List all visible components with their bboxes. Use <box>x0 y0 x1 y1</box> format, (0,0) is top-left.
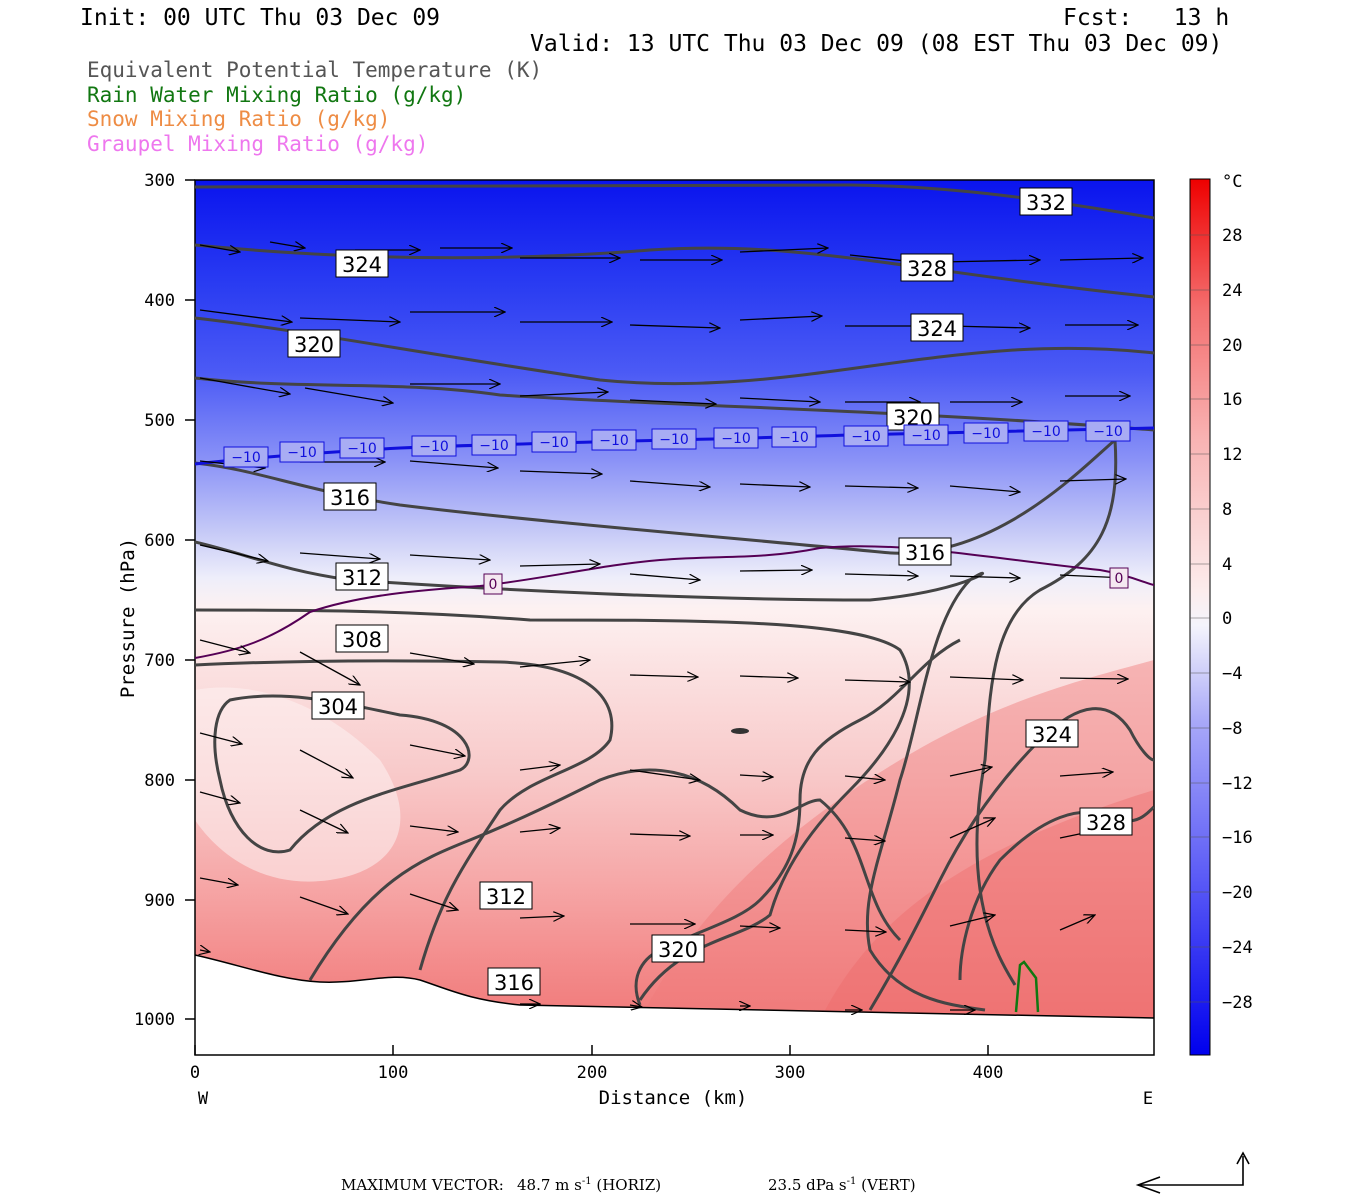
colorbar-label: 28 <box>1222 226 1242 246</box>
isotherm-label: −10 <box>911 428 941 444</box>
colorbar-unit: °C <box>1222 172 1242 192</box>
max-vector-horizontal-value: 48.7 m s <box>517 1176 582 1194</box>
max-vector-vertical-tag: (VERT) <box>856 1176 916 1194</box>
theta-e-label: 320 <box>658 938 698 962</box>
forecast-hour: Fcst: 13 h <box>1063 5 1230 31</box>
isotherm-label: 0 <box>1115 571 1124 587</box>
isotherm-label: −10 <box>599 433 629 449</box>
isotherm-label: 0 <box>489 577 498 593</box>
colorbar-label: −20 <box>1222 883 1253 903</box>
colorbar: °C 28 24 20 16 12 8 4 0 −4 −8 −12 −16 −2… <box>1189 172 1253 1056</box>
theta-e-label: 304 <box>318 695 358 719</box>
theta-e-label: 308 <box>342 628 382 652</box>
colorbar-label: −4 <box>1222 664 1242 684</box>
isotherm-label: −10 <box>851 429 881 445</box>
y-tick-label: 400 <box>144 291 175 311</box>
x-tick-label: 100 <box>378 1063 409 1083</box>
isotherm-label: −10 <box>659 432 689 448</box>
isotherm-label: −10 <box>539 435 569 451</box>
isotherm-label: −10 <box>231 450 261 466</box>
legend-rain-water: Rain Water Mixing Ratio (g/kg) <box>87 83 467 107</box>
max-vector-horizontal: 48.7 m s-1 (HORIZ) <box>517 1176 661 1194</box>
max-vector-horizontal-unit-exp: -1 <box>581 1176 592 1187</box>
x-tick-label: 400 <box>973 1063 1004 1083</box>
y-tick-label: 300 <box>144 171 175 191</box>
max-vector-vertical: 23.5 dPa s-1 (VERT) <box>768 1176 916 1194</box>
terrain-line <box>194 954 1155 1019</box>
isotherm-label: −10 <box>287 445 317 461</box>
isotherm-label: −10 <box>971 426 1001 442</box>
legend-snow: Snow Mixing Ratio (g/kg) <box>87 107 391 131</box>
theta-e-label: 328 <box>907 257 947 281</box>
colorbar-label: 20 <box>1222 336 1242 356</box>
x-end-label-east: E <box>1143 1089 1153 1109</box>
theta-e-label: 316 <box>905 541 945 565</box>
theta-e-label: 316 <box>494 971 534 995</box>
colorbar-label: 4 <box>1222 555 1232 575</box>
theta-e-label: 324 <box>1032 723 1072 747</box>
theta-e-label: 332 <box>1026 191 1066 215</box>
legend-theta-e: Equivalent Potential Temperature (K) <box>87 58 543 82</box>
max-vector-vertical-value: 23.5 dPa s <box>768 1176 847 1194</box>
max-vector-vertical-unit-exp: -1 <box>846 1176 857 1187</box>
x-axis: 0 100 200 300 400 W E Distance (km) <box>190 1045 1153 1109</box>
y-tick-label: 900 <box>144 891 175 911</box>
theta-e-label: 312 <box>342 566 382 590</box>
y-axis-title: Pressure (hPa) <box>117 538 139 698</box>
isotherm-label: −10 <box>779 430 809 446</box>
x-tick-label: 0 <box>190 1063 200 1083</box>
theta-e-small-cell <box>731 728 749 734</box>
theta-e-label: 320 <box>294 333 334 357</box>
max-vector-horizontal-tag: (HORIZ) <box>591 1176 662 1194</box>
colorbar-label: −16 <box>1222 828 1253 848</box>
x-tick-label: 300 <box>775 1063 806 1083</box>
colorbar-label: 8 <box>1222 500 1232 520</box>
colorbar-label: 12 <box>1222 445 1242 465</box>
y-axis: 300 400 500 600 700 800 900 1000 Pressur… <box>117 171 195 1030</box>
isotherm-label: −10 <box>1031 424 1061 440</box>
colorbar-label: −8 <box>1222 719 1242 739</box>
colorbar-label: 24 <box>1222 281 1242 301</box>
init-time: Init: 00 UTC Thu 03 Dec 09 <box>80 5 441 31</box>
theta-e-label: 324 <box>342 253 382 277</box>
isotherm-label: −10 <box>479 438 509 454</box>
theta-e-label: 328 <box>1086 811 1126 835</box>
y-tick-label: 800 <box>144 771 175 791</box>
colorbar-label: 0 <box>1222 609 1232 629</box>
x-end-label-west: W <box>198 1089 209 1109</box>
theta-e-label: 312 <box>486 885 526 909</box>
isotherm-label: −10 <box>419 439 449 455</box>
isotherm-labels: −10 −10 −10 −10 −10 −10 −10 −10 −10 −10 … <box>223 420 1131 595</box>
max-vector-label: MAXIMUM VECTOR: <box>341 1176 504 1194</box>
x-axis-title: Distance (km) <box>599 1087 748 1109</box>
colorbar-label: −28 <box>1222 993 1253 1013</box>
temperature-shading <box>195 180 1154 1055</box>
theta-e-label: 316 <box>330 486 370 510</box>
isotherm-label: −10 <box>347 441 377 457</box>
isotherm-label: −10 <box>721 431 751 447</box>
colorbar-label: −12 <box>1222 774 1253 794</box>
y-tick-label: 500 <box>144 411 175 431</box>
y-tick-label: 600 <box>144 531 175 551</box>
rain-water-contour <box>1014 960 1040 1013</box>
colorbar-label: −24 <box>1222 938 1253 958</box>
valid-time: Valid: 13 UTC Thu 03 Dec 09 (08 EST Thu … <box>530 31 1223 57</box>
theta-e-labels: 332 324 328 324 320 320 316 316 312 308 … <box>287 187 1133 996</box>
plot-frame <box>194 179 1155 1056</box>
legend-graupel: Graupel Mixing Ratio (g/kg) <box>87 132 429 156</box>
reference-vector-icon <box>1135 1151 1250 1194</box>
theta-e-label: 324 <box>917 317 957 341</box>
isotherm-label: −10 <box>1093 424 1123 440</box>
y-tick-label: 700 <box>144 651 175 671</box>
colorbar-label: 16 <box>1222 390 1242 410</box>
y-tick-label: 1000 <box>134 1010 175 1030</box>
isotherm-zero <box>195 545 1154 659</box>
x-tick-label: 200 <box>577 1063 608 1083</box>
